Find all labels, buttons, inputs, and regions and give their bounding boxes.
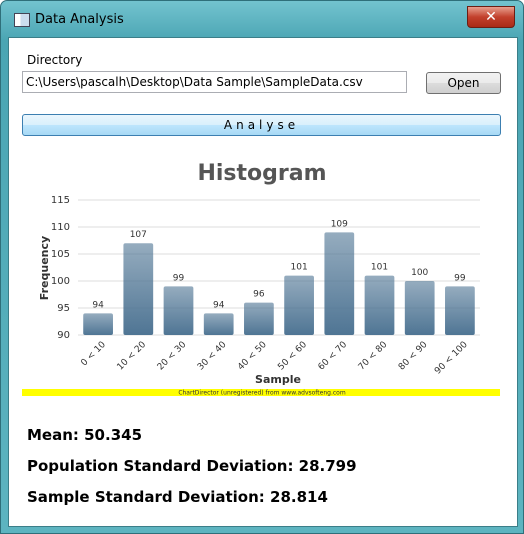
value-label: 107 [130, 230, 147, 240]
y-tick-label: 115 [51, 195, 70, 206]
x-tick-label: 10 < 20 [116, 340, 149, 373]
directory-label: Directory [27, 53, 83, 67]
x-tick-label: 20 < 30 [156, 340, 189, 373]
x-tick-label: 40 < 50 [236, 340, 269, 373]
x-tick-label: 70 < 80 [357, 340, 390, 373]
open-button[interactable]: Open [426, 72, 501, 94]
mean-stat: Mean: 50.345 [27, 426, 143, 444]
chart-title: Histogram [197, 161, 326, 186]
value-label: 96 [253, 290, 265, 300]
value-label: 101 [371, 263, 388, 273]
y-tick-label: 105 [51, 249, 70, 260]
y-tick-label: 110 [51, 222, 70, 233]
x-tick-label: 30 < 40 [196, 340, 229, 373]
window-icon [14, 13, 30, 27]
y-tick-label: 100 [51, 276, 70, 287]
bar [244, 302, 274, 335]
bar [284, 275, 314, 335]
bar [324, 232, 355, 335]
bar [404, 281, 435, 335]
value-label: 94 [213, 300, 225, 310]
value-label: 99 [173, 273, 185, 283]
value-label: 99 [454, 273, 466, 283]
bar [123, 243, 154, 335]
watermark-band [22, 389, 500, 396]
bar [364, 275, 395, 335]
x-tick-label: 0 < 10 [79, 340, 108, 369]
value-label: 94 [92, 300, 104, 310]
y-axis-label: Frequency [38, 236, 51, 300]
sample-sd-stat: Sample Standard Deviation: 28.814 [27, 488, 328, 506]
value-label: 109 [331, 219, 348, 229]
population-sd-stat: Population Standard Deviation: 28.799 [27, 457, 357, 475]
bar [163, 286, 194, 335]
y-tick-label: 90 [57, 330, 70, 341]
x-axis-label: Sample [255, 373, 301, 386]
bar [83, 313, 113, 335]
x-tick-label: 80 < 90 [397, 340, 430, 373]
bar [203, 313, 234, 335]
chart: Histogram Frequency Sample ChartDirector… [22, 161, 500, 397]
window-title: Data Analysis [35, 12, 124, 27]
x-tick-label: 60 < 70 [317, 340, 350, 373]
x-tick-label: 50 < 60 [276, 340, 309, 373]
x-tick-label: 90 < 100 [433, 340, 470, 377]
watermark: ChartDirector (unregistered) from www.ad… [178, 390, 346, 397]
y-tick-label: 95 [57, 303, 70, 314]
analyse-button[interactable]: Analyse [22, 114, 501, 136]
bar [445, 286, 475, 335]
close-button[interactable]: ✕ [467, 6, 515, 28]
value-label: 100 [411, 268, 428, 278]
path-textbox[interactable]: C:\Users\pascalh\Desktop\Data Sample\Sam… [22, 71, 407, 93]
value-label: 101 [291, 263, 308, 273]
